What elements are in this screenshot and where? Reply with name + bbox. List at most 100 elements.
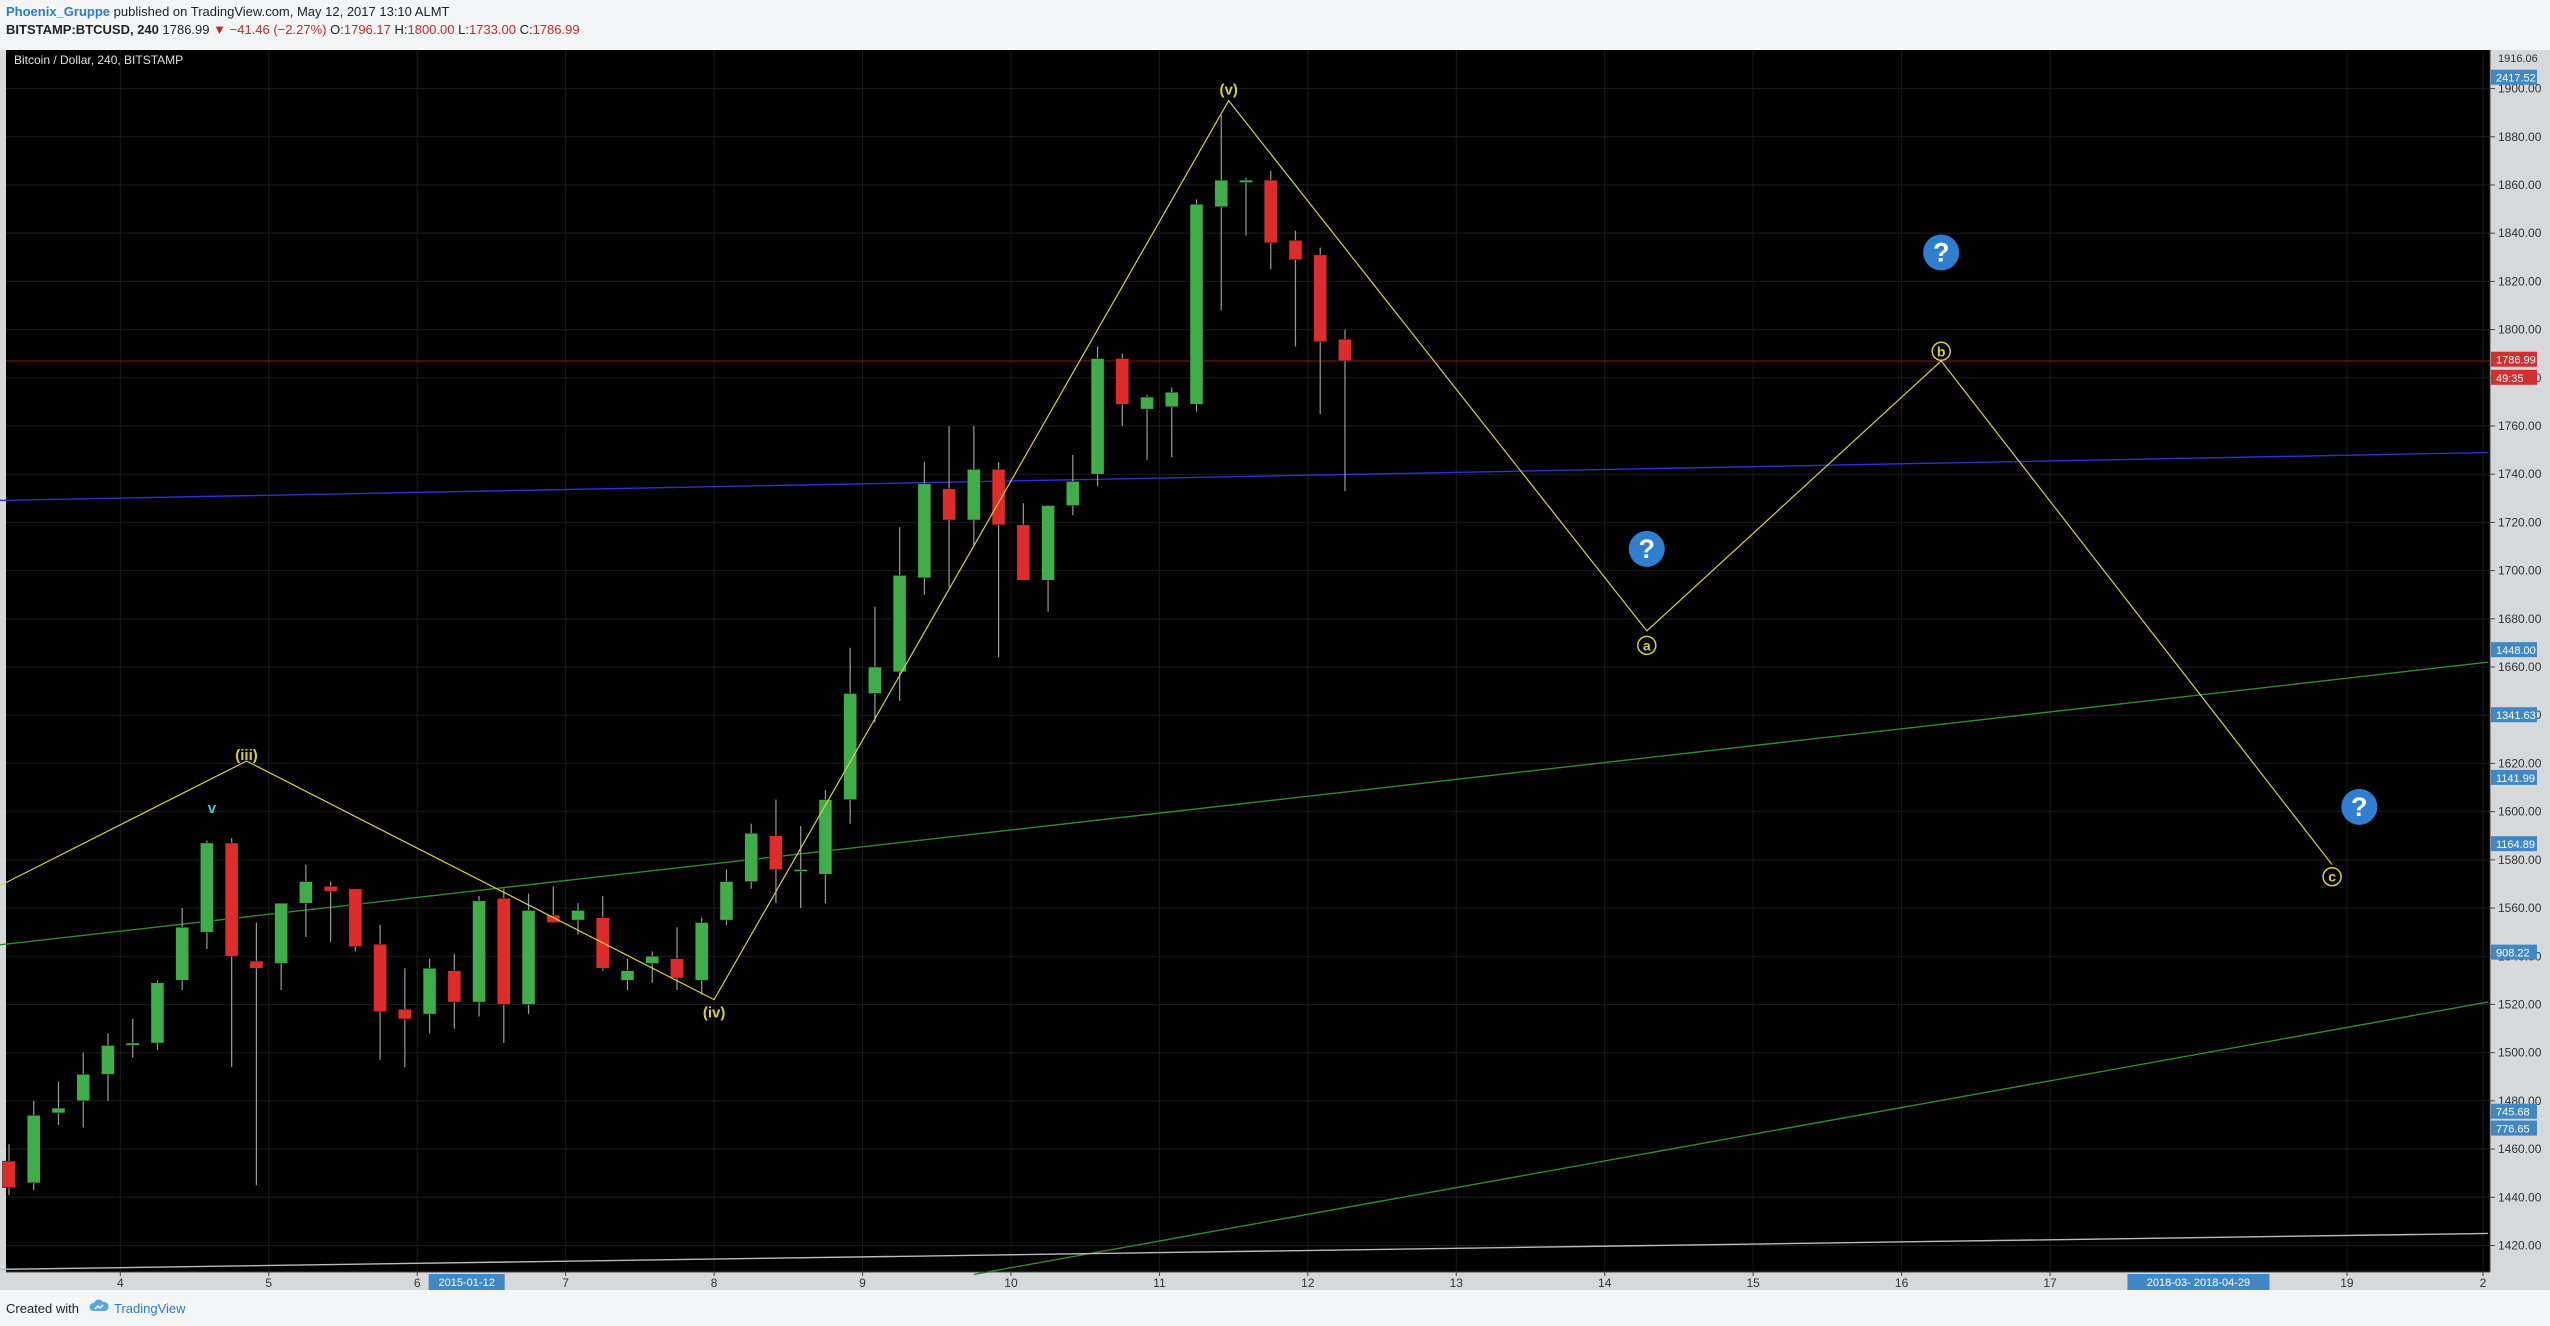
time-tick-label: 9 (859, 1276, 866, 1290)
publish-info: published on TradingView.com, May 12, 20… (113, 4, 450, 19)
question-circle-bg (1923, 234, 1960, 271)
candle-up (26, 1115, 41, 1184)
time-axis-badge-label: 2018-03- 2018-04-29 (2147, 1277, 2250, 1289)
candle-down (497, 898, 511, 1005)
price-axis-badge (2491, 369, 2537, 385)
price-axis-badge (2491, 944, 2537, 960)
time-tick-label: 10 (1004, 1276, 1018, 1290)
time-axis-badge (428, 1274, 505, 1290)
candle-up (51, 1107, 66, 1114)
time-tick-label: 7 (562, 1276, 569, 1290)
chart-header: Phoenix_Gruppe published on TradingView.… (0, 0, 2550, 50)
last-price: 1786.99 (162, 22, 210, 37)
candle-up (818, 799, 833, 875)
candle-down (546, 915, 561, 923)
wave-label: v (208, 800, 217, 817)
time-tick-label: 15 (1746, 1276, 1760, 1290)
price-tick-label: 1620.00 (2498, 756, 2542, 770)
candle-down (670, 958, 684, 979)
price-axis-badge-label: 1164.89 (2496, 839, 2535, 851)
tradingview-link[interactable]: TradingView (114, 1301, 186, 1316)
price-tick-label: 1900.00 (2498, 82, 2542, 96)
question-circle-bg (2341, 788, 2378, 825)
price-axis-badge-label: 776.65 (2496, 1124, 2530, 1136)
candle-down (1115, 358, 1130, 405)
candle-up (200, 842, 214, 933)
question-mark: ? (1933, 237, 1950, 267)
candle-up (1239, 179, 1253, 183)
price-change: −41.46 (−2.27%) (229, 22, 327, 37)
price-axis-badge-label: 908.22 (2496, 948, 2530, 960)
low-label: L: (458, 22, 469, 37)
trendline-green-lower (973, 1001, 2489, 1276)
trendline-green-upper (0, 661, 2489, 946)
open-label: O: (330, 22, 344, 37)
price-chart[interactable]: (iii) v (iv) (v) a b c??? 1420.00 1440.00 1460.0… (0, 50, 2550, 1290)
close-value: 1786.99 (532, 22, 580, 37)
trendline-blue (0, 451, 2488, 502)
projection-marker (2322, 866, 2342, 887)
price-top-label: 1916.06 (2498, 53, 2538, 65)
question-circle-icon: ? (1923, 234, 1960, 271)
candle-up (571, 910, 585, 921)
candle-up (150, 982, 165, 1044)
price-axis[interactable]: 1420.001440.001460.001480.001500.001520.… (2489, 50, 2542, 1272)
price-axis-badge (2491, 69, 2537, 85)
time-axis[interactable]: 4 5 6 7 8 9 10 11 12 13 14 15 16 17 19 2 2015-01-12 2018-… (6, 1271, 2490, 1290)
wave-label: (iii) (235, 747, 258, 764)
candle-up (1189, 204, 1204, 405)
price-tick-label: 1580.00 (2498, 853, 2542, 867)
candle-down (323, 886, 338, 892)
candle-up (125, 1042, 140, 1046)
candle-up (1165, 392, 1179, 407)
tradingview-cloud-icon (89, 1299, 109, 1311)
candle-down (373, 943, 387, 1012)
candle-down (769, 835, 783, 870)
candlestick-series (2, 115, 1352, 1195)
candle-down (398, 1009, 412, 1020)
price-axis-badge (2491, 1103, 2537, 1119)
candle-down (991, 469, 1006, 526)
time-tick-label: 4 (117, 1276, 124, 1290)
candle-down (1338, 338, 1352, 362)
projection-label: c (2328, 869, 2336, 885)
price-tick-label: 1800.00 (2498, 323, 2542, 337)
price-tick-label: 1680.00 (2498, 612, 2542, 626)
time-tick-label: 13 (1450, 1276, 1464, 1290)
wave-label: (v) (1220, 82, 1238, 99)
price-tick-label: 1880.00 (2498, 130, 2542, 144)
candle-up (917, 483, 932, 579)
price-axis-badge-label: 1786.99 (2496, 355, 2536, 367)
time-axis-badge (2127, 1274, 2270, 1290)
price-axis-badge (2491, 836, 2537, 852)
candle-up (793, 869, 808, 872)
price-tick-label: 1700.00 (2498, 564, 2542, 578)
symbol-label: BITSTAMP:BTCUSD, 240 (6, 22, 159, 37)
price-axis-badge-label: 49:35 (2496, 373, 2524, 385)
candle-up (868, 666, 882, 694)
candle-up (1090, 358, 1105, 475)
price-tick-label: 1740.00 (2498, 467, 2542, 481)
price-tick-label: 1460.00 (2498, 1142, 2542, 1156)
price-tick-label: 1840.00 (2498, 226, 2542, 240)
candle-down (348, 888, 363, 947)
change-arrow: ▼ (213, 22, 227, 37)
candle-up (521, 910, 536, 1005)
price-axis-badge (2491, 642, 2537, 658)
publish-line: Phoenix_Gruppe published on TradingView.… (6, 4, 449, 19)
author-link[interactable]: Phoenix_Gruppe (6, 4, 111, 19)
candle-down (447, 970, 462, 1003)
time-tick-label: 16 (1895, 1276, 1909, 1290)
time-tick-label: 8 (711, 1276, 718, 1290)
candle-up (719, 881, 734, 921)
time-tick-label: 19 (2340, 1276, 2354, 1290)
high-value: 1800.00 (407, 22, 455, 37)
time-tick-label: 2 (2480, 1276, 2487, 1290)
candle-up (892, 575, 907, 673)
candle-up (274, 902, 288, 964)
candle-up (1066, 481, 1080, 506)
plot-area[interactable] (6, 50, 2490, 1272)
trendline-white (0, 1232, 2488, 1271)
projection-label: b (1937, 343, 1946, 359)
price-tick-label: 1860.00 (2498, 178, 2542, 192)
